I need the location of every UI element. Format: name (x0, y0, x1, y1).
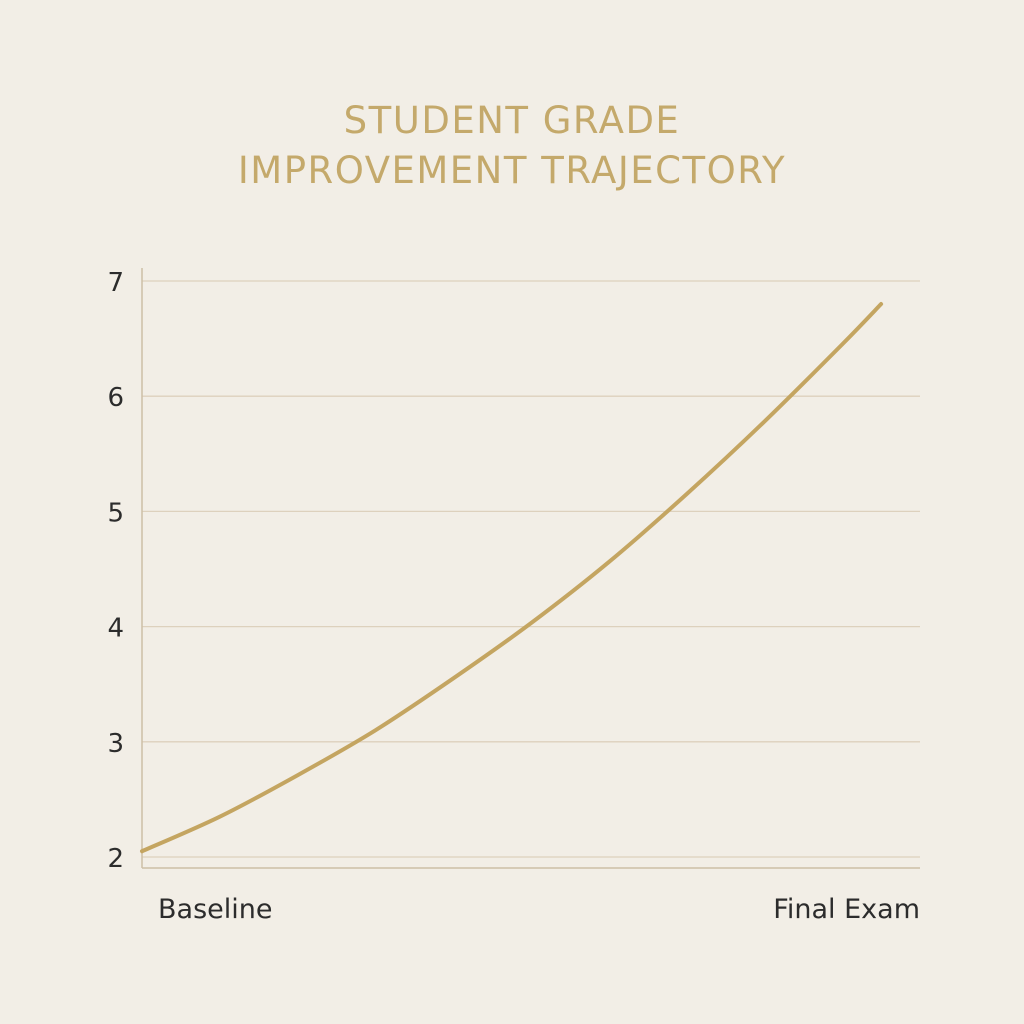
y-tick-labels: 2 3 4 5 6 7 (107, 268, 124, 874)
series-lines (140, 302, 884, 854)
series-line-0 (140, 302, 884, 854)
x-category-label-final-exam: Final Exam (773, 894, 920, 925)
chart-title-line-1: STUDENT GRADE (343, 99, 681, 142)
y-tick-label-7: 7 (107, 268, 124, 298)
y-tick-label-2: 2 (107, 844, 124, 874)
x-category-label-baseline: Baseline (158, 894, 272, 925)
y-tick-label-6: 6 (107, 383, 124, 413)
chart-title-line-2: IMPROVEMENT TRAJECTORY (237, 149, 787, 192)
x-category-labels: Baseline Final Exam (158, 894, 920, 925)
chart-title: STUDENT GRADE IMPROVEMENT TRAJECTORY (0, 96, 1024, 196)
axes (141, 268, 920, 869)
y-tick-label-5: 5 (107, 498, 124, 528)
grid-lines (142, 280, 920, 858)
y-tick-label-4: 4 (107, 614, 124, 644)
y-tick-label-3: 3 (107, 729, 124, 759)
